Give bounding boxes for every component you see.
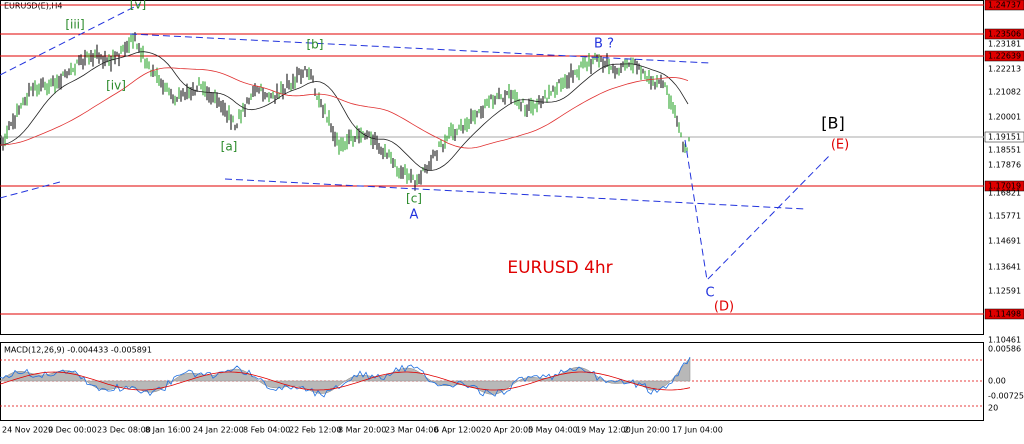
- price-tick-label: 1.22213: [988, 65, 1021, 74]
- date-tick-label: 5 May 04:00: [528, 426, 578, 435]
- price-tick-label: 1.21082: [988, 88, 1021, 97]
- macd-tick-label: -0.007258: [988, 392, 1024, 401]
- date-tick-label: 23 Dec 08:00: [97, 426, 151, 435]
- wave-label: [B]: [821, 114, 844, 133]
- macd-tick-label: 20: [988, 404, 998, 413]
- wave-label: (E): [831, 138, 849, 153]
- macd-line: [0, 356, 691, 398]
- ma-fast: [0, 51, 689, 171]
- wave-label: A: [410, 208, 419, 223]
- wave-line: [684, 139, 831, 282]
- date-tick-label: 20 Apr 20:00: [481, 426, 533, 435]
- price-tag: [984, 50, 1024, 62]
- price-tick-label: 1.23181: [988, 40, 1021, 49]
- wave-label: B ?: [594, 37, 614, 52]
- ma-slow: [0, 67, 689, 149]
- date-tick-label: 8 Jan 16:00: [145, 426, 191, 435]
- symbol-title: EURUSD(E),H4: [4, 2, 63, 11]
- price-tick-label: 1.23506: [988, 30, 1021, 39]
- date-tick-label: 17 Jun 04:00: [672, 426, 723, 435]
- price-tick-label: 1.18551: [988, 146, 1021, 155]
- price-tick-label: 1.15771: [988, 212, 1021, 221]
- price-tick-label: 1.17019: [988, 182, 1021, 191]
- price-tick-label: 1.17876: [988, 161, 1021, 170]
- price-tag: [984, 0, 1024, 11]
- wave-line: [224, 178, 806, 210]
- price-tick-label: 1.24737: [988, 1, 1021, 10]
- wave-label: (D): [714, 300, 734, 315]
- date-tick-label: 8 Feb 04:00: [243, 426, 290, 435]
- price-tag: [984, 28, 1024, 40]
- wave-label: [a]: [221, 140, 238, 154]
- macd-pane: [0, 342, 984, 421]
- wave-label: [iii]: [65, 18, 84, 32]
- date-tick-label: 24 Nov 2020: [2, 426, 53, 435]
- wave-label: [b]: [307, 38, 324, 52]
- wave-label: C: [705, 286, 714, 301]
- date-tick-label: 24 Jan 22:00: [193, 426, 244, 435]
- chart-label: EURUSD 4hr: [507, 258, 612, 278]
- price-tick-label: 1.16821: [988, 189, 1021, 198]
- date-tick-label: 6 Apr 12:00: [434, 426, 481, 435]
- price-tag: [984, 180, 1024, 192]
- wave-line: [0, 3, 141, 76]
- price-tick-label: 1.11498: [988, 310, 1021, 319]
- price-tick-label: 1.19151: [988, 133, 1021, 142]
- price-tick-label: 1.22639: [988, 52, 1021, 61]
- macd-tick-label: 0.00: [988, 377, 1006, 386]
- wave-label: [iv]: [106, 79, 126, 93]
- date-tick-label: 8 Mar 20:00: [338, 426, 386, 435]
- macd-label: MACD(12,26,9) -0.004433 -0.005891: [4, 346, 152, 355]
- price-tick-label: 1.20001: [988, 113, 1021, 122]
- main-pane: [0, 0, 984, 335]
- signal-line: [0, 371, 691, 391]
- date-tick-label: 23 Mar 04:00: [385, 426, 438, 435]
- macd-tick-label: 0.00586: [988, 345, 1021, 354]
- wave-line: [129, 33, 711, 64]
- date-tick-label: 19 May 12:00: [576, 426, 631, 435]
- wave-label: [c]: [406, 192, 422, 206]
- date-tick-label: 22 Feb 12:00: [289, 426, 341, 435]
- wave-label: [v]: [130, 0, 146, 12]
- price-tick-label: 1.13641: [988, 263, 1021, 272]
- price-tick-label: 1.14691: [988, 237, 1021, 246]
- price-tag: [984, 131, 1024, 143]
- date-tick-label: 9 Dec 00:00: [48, 426, 97, 435]
- date-tick-label: 2 Jun 20:00: [624, 426, 670, 435]
- price-tag: [984, 308, 1024, 320]
- price-tick-label: 1.12591: [988, 287, 1021, 296]
- price-tick-label: 1.10461: [988, 336, 1021, 345]
